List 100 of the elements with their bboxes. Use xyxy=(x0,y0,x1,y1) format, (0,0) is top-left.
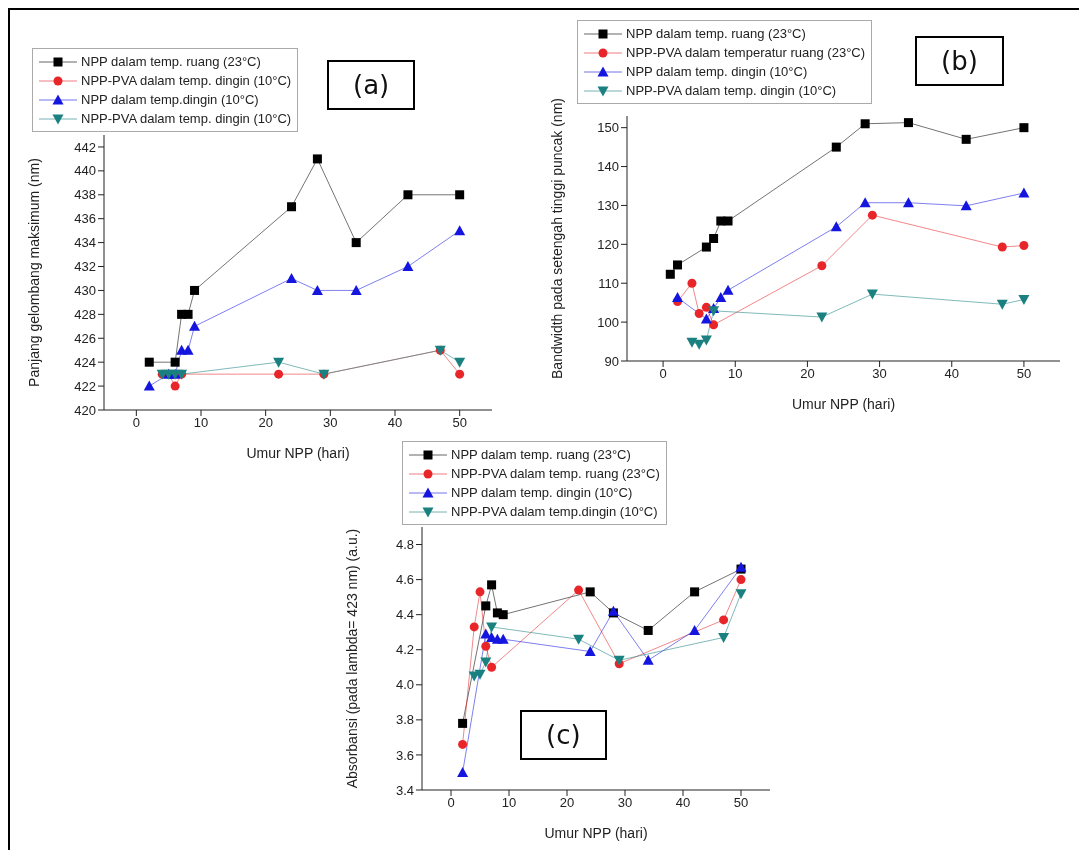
y-tick-label: 3.6 xyxy=(395,747,414,763)
point xyxy=(960,200,972,211)
point xyxy=(350,284,362,295)
point xyxy=(961,134,971,144)
legend-label: NPP dalam temp. ruang (23°C) xyxy=(451,446,631,464)
point xyxy=(817,261,827,271)
point xyxy=(709,234,719,243)
point xyxy=(997,242,1007,252)
point xyxy=(480,657,492,668)
legend-label: NPP-PVA dalam temp. dingin (10°C) xyxy=(81,110,292,128)
x-tick-label: 20 xyxy=(559,795,575,811)
point xyxy=(454,357,466,368)
x-tick-label: 10 xyxy=(501,795,517,811)
point xyxy=(719,615,729,625)
point xyxy=(274,369,284,379)
point xyxy=(573,634,585,645)
point xyxy=(996,299,1008,310)
y-tick-label: 110 xyxy=(598,275,619,291)
point xyxy=(690,587,700,597)
x-tick-label: 0 xyxy=(659,366,667,382)
point xyxy=(866,289,878,300)
legend-label: NPP dalam temp. ruang (23°C) xyxy=(81,53,261,71)
point xyxy=(189,320,201,331)
y-tick-label: 428 xyxy=(74,306,96,322)
x-tick-label: 30 xyxy=(872,366,887,382)
y-tick-label: 3.8 xyxy=(395,712,414,728)
y-tick-label: 422 xyxy=(74,378,96,394)
point xyxy=(643,625,653,635)
point xyxy=(672,292,684,303)
legend-label: NPP-PVA dalam temp. ruang (23°C) xyxy=(451,465,660,483)
point xyxy=(458,718,468,728)
annotation: (c) xyxy=(520,710,607,760)
point xyxy=(718,632,730,643)
point xyxy=(816,312,828,323)
y-tick-label: 140 xyxy=(597,159,619,175)
point xyxy=(183,309,193,319)
y-tick-label: 436 xyxy=(74,211,96,227)
point xyxy=(665,269,675,279)
y-tick-label: 130 xyxy=(597,198,619,214)
point xyxy=(902,197,914,208)
point xyxy=(455,369,465,379)
point xyxy=(700,313,712,324)
point xyxy=(715,292,727,303)
point xyxy=(170,357,180,367)
point xyxy=(694,309,704,319)
point xyxy=(673,260,683,270)
point xyxy=(455,190,465,200)
text: (a) xyxy=(327,60,416,110)
point xyxy=(190,285,200,295)
x-tick-label: 0 xyxy=(447,795,455,811)
point xyxy=(642,654,654,665)
point xyxy=(689,624,701,635)
y-tick-label: 4.8 xyxy=(395,537,414,553)
point xyxy=(859,197,871,208)
x-tick-label: 50 xyxy=(733,795,749,811)
y-tick-label: 4.6 xyxy=(395,572,414,588)
point xyxy=(474,669,486,680)
point xyxy=(709,320,719,330)
point xyxy=(312,154,322,164)
y-tick-label: 432 xyxy=(74,259,96,275)
point xyxy=(487,662,497,672)
y-tick-label: 3.4 xyxy=(395,782,414,798)
point xyxy=(144,357,154,367)
point xyxy=(723,216,733,226)
x-axis-title: Umur NPP (hari) xyxy=(246,445,350,461)
point xyxy=(1018,187,1030,198)
legend-label: NPP-PVA dalam temp.dingin (10°C) xyxy=(451,503,658,521)
point xyxy=(903,118,913,128)
x-tick-label: 40 xyxy=(675,795,691,811)
y-axis-title: Panjang gelombang maksimum (nm) xyxy=(25,158,42,387)
y-tick-label: 430 xyxy=(74,283,96,299)
x-tick-label: 20 xyxy=(258,415,273,431)
x-tick-label: 20 xyxy=(800,366,815,382)
point xyxy=(584,645,596,656)
y-tick-label: 440 xyxy=(74,163,96,179)
y-tick-label: 426 xyxy=(74,330,96,346)
x-axis-title: Umur NPP (hari) xyxy=(791,396,896,412)
y-tick-label: 90 xyxy=(604,353,619,369)
point xyxy=(701,242,711,252)
point xyxy=(736,575,746,585)
point xyxy=(722,284,734,295)
point xyxy=(498,610,508,620)
y-tick-label: 100 xyxy=(597,314,619,330)
point xyxy=(830,221,842,232)
point xyxy=(351,238,361,248)
x-tick-label: 0 xyxy=(132,415,140,431)
point xyxy=(867,210,877,220)
y-tick-label: 4.4 xyxy=(395,607,414,623)
x-tick-label: 40 xyxy=(944,366,959,382)
point xyxy=(182,344,194,355)
point xyxy=(708,306,720,317)
y-tick-label: 438 xyxy=(74,187,96,203)
y-tick-label: 442 xyxy=(74,139,96,155)
point xyxy=(469,622,479,632)
point xyxy=(311,284,323,295)
point xyxy=(287,202,297,212)
point xyxy=(402,261,414,272)
text: (b) xyxy=(915,36,1004,86)
point xyxy=(481,601,491,611)
point xyxy=(487,580,497,590)
